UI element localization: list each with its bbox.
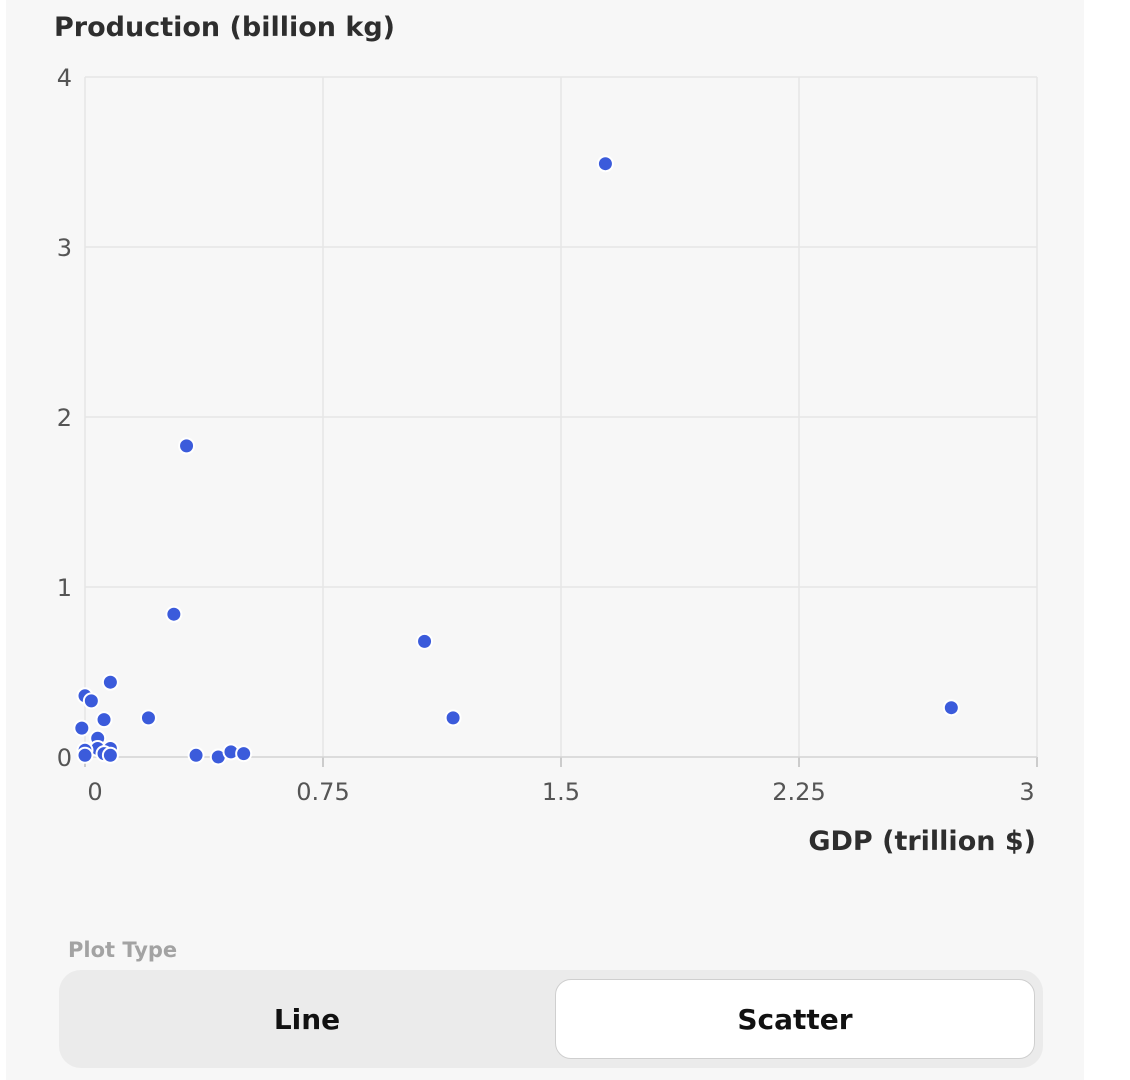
scatter-point[interactable]	[73, 719, 91, 737]
y-tick-label: 4	[57, 64, 72, 92]
point-layer	[73, 155, 960, 766]
grid-layer	[84, 76, 1038, 758]
plot-type-selector: Line Scatter	[59, 970, 1043, 1068]
scatter-point[interactable]	[95, 711, 113, 729]
scatter-point[interactable]	[76, 746, 94, 764]
scatter-point[interactable]	[187, 746, 205, 764]
x-tick-label: 1.5	[542, 778, 580, 806]
scatter-point[interactable]	[101, 673, 119, 691]
x-tick-label: 2.25	[772, 778, 825, 806]
y-tick-label: 0	[57, 744, 72, 772]
x-tick-label: 0.75	[296, 778, 349, 806]
tick-label-layer: 0 0.75 1.5 2.25 3 0 1 2 3 4	[57, 64, 1035, 806]
scatter-point[interactable]	[416, 632, 434, 650]
y-tick-label: 1	[57, 574, 72, 602]
plot-type-label: Plot Type	[68, 938, 178, 962]
scatter-point[interactable]	[82, 692, 100, 710]
scatter-point[interactable]	[596, 155, 614, 173]
scatter-point[interactable]	[101, 746, 119, 764]
scatter-point[interactable]	[165, 605, 183, 623]
chart-panel: 0 0.75 1.5 2.25 3 0 1 2 3 4 Production (billion k…	[6, 0, 1084, 1080]
scatter-point[interactable]	[139, 709, 157, 727]
x-tick-label: 0	[87, 778, 102, 806]
scatter-chart: 0 0.75 1.5 2.25 3 0 1 2 3 4 Production (billion k…	[54, 12, 1038, 857]
scatter-point[interactable]	[444, 709, 462, 727]
scatter-point[interactable]	[178, 437, 196, 455]
scatter-option-button[interactable]: Scatter	[555, 979, 1035, 1059]
scatter-point[interactable]	[235, 745, 253, 763]
y-tick-label: 2	[57, 404, 72, 432]
y-axis-title: Production (billion kg)	[54, 12, 395, 43]
y-tick-label: 3	[57, 234, 72, 262]
x-axis-title: GDP (trillion $)	[808, 826, 1036, 857]
line-option-button[interactable]: Line	[273, 1002, 341, 1036]
scatter-point[interactable]	[942, 699, 960, 717]
x-tick-label: 3	[1019, 778, 1034, 806]
